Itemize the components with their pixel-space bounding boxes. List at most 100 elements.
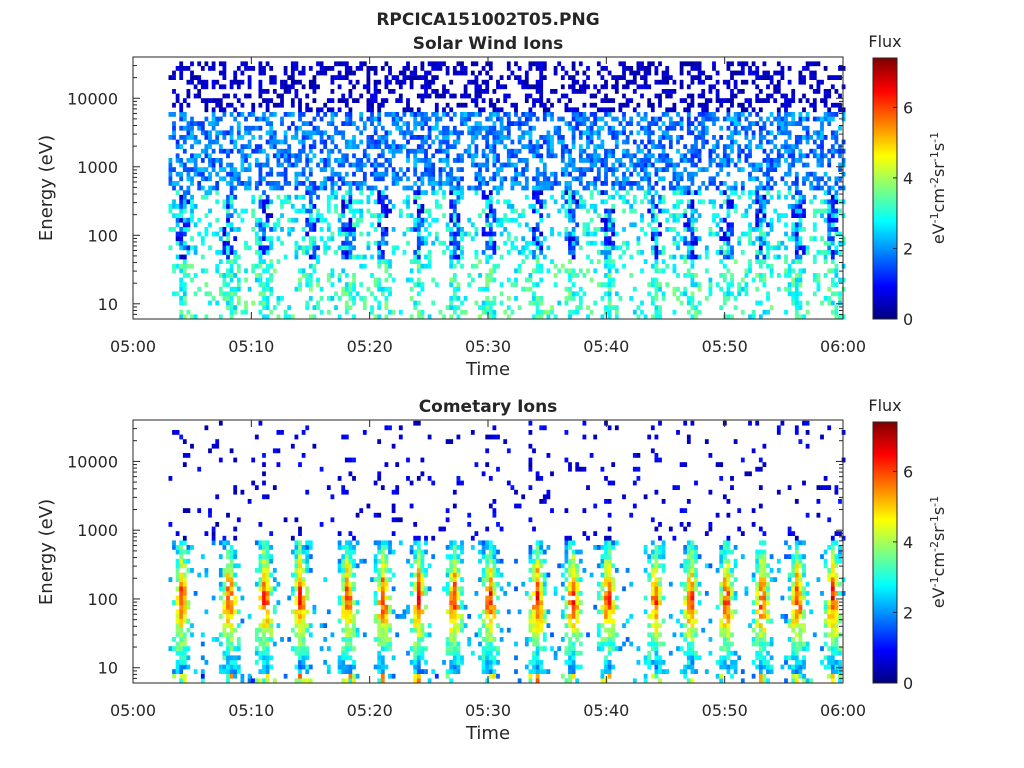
heatmap-cell xyxy=(355,185,360,191)
heatmap-cell xyxy=(262,98,266,103)
heatmap-cell xyxy=(776,158,781,163)
heatmap-cell xyxy=(326,222,331,228)
heatmap-cell xyxy=(758,204,763,209)
heatmap-cell xyxy=(254,231,259,237)
heatmap-cell xyxy=(427,231,432,237)
heatmap-cell xyxy=(175,545,180,550)
heatmap-cell xyxy=(319,185,324,191)
heatmap-cell xyxy=(222,61,227,67)
heatmap-cell xyxy=(449,185,454,191)
heatmap-cell xyxy=(218,554,223,559)
heatmap-cell xyxy=(748,171,752,177)
heatmap-cell xyxy=(308,273,313,278)
heatmap-cell xyxy=(823,153,828,159)
heatmap-cell xyxy=(798,208,803,214)
heatmap-cell xyxy=(478,259,482,264)
heatmap-cell xyxy=(514,167,518,172)
heatmap-cell xyxy=(679,236,684,241)
heatmap-cell xyxy=(175,641,180,647)
heatmap-cell xyxy=(330,194,335,200)
heatmap-cell xyxy=(488,125,493,131)
heatmap-cell xyxy=(172,135,176,140)
heatmap-cell xyxy=(308,286,313,292)
heatmap-cell xyxy=(416,250,421,255)
heatmap-cell xyxy=(380,190,385,195)
heatmap-cell xyxy=(341,231,346,237)
heatmap-cell xyxy=(485,259,490,264)
heatmap-cell xyxy=(442,93,446,99)
heatmap-cell xyxy=(632,75,637,80)
heatmap-cell xyxy=(420,208,425,214)
heatmap-cell xyxy=(532,300,536,306)
x-tick-label: 05:20 xyxy=(347,337,393,356)
heatmap-cell xyxy=(485,125,490,131)
heatmap-cell xyxy=(413,135,418,140)
heatmap-cell xyxy=(398,208,403,214)
heatmap-cell xyxy=(254,116,259,122)
heatmap-cell xyxy=(308,199,313,205)
heatmap-cell xyxy=(348,217,353,223)
heatmap-cell xyxy=(798,121,803,126)
heatmap-cell xyxy=(632,153,637,159)
heatmap-cell xyxy=(751,277,756,283)
heatmap-cell xyxy=(823,273,828,278)
heatmap-cell xyxy=(604,250,608,255)
heatmap-cell xyxy=(636,162,641,168)
heatmap-cell xyxy=(330,121,335,126)
heatmap-cell xyxy=(377,300,382,306)
heatmap-cell xyxy=(445,171,450,177)
heatmap-cell xyxy=(791,296,796,301)
heatmap-cell xyxy=(323,240,328,246)
heatmap-cell xyxy=(449,231,454,237)
heatmap-cell xyxy=(182,208,187,214)
heatmap-cell xyxy=(269,664,274,670)
heatmap-cell xyxy=(578,112,583,117)
heatmap-cell xyxy=(632,89,637,94)
heatmap-cell xyxy=(258,277,263,283)
heatmap-cell xyxy=(190,277,194,283)
heatmap-cell xyxy=(654,181,659,186)
heatmap-cell xyxy=(272,79,277,85)
heatmap-cell xyxy=(524,167,529,172)
heatmap-cell xyxy=(308,568,313,573)
heatmap-cell xyxy=(323,70,328,76)
heatmap-cell xyxy=(431,162,436,168)
heatmap-cell xyxy=(604,158,608,163)
heatmap-cell xyxy=(334,190,338,195)
x-tick-label: 05:30 xyxy=(465,337,511,356)
heatmap-cell xyxy=(805,112,810,117)
heatmap-cell xyxy=(344,75,349,80)
heatmap-cell xyxy=(211,296,216,301)
heatmap-cell xyxy=(197,181,202,186)
heatmap-cell xyxy=(485,135,490,140)
heatmap-cell xyxy=(172,70,176,76)
heatmap-cell xyxy=(427,130,432,136)
heatmap-cell xyxy=(452,93,457,99)
heatmap-cell xyxy=(377,199,382,205)
heatmap-cell xyxy=(499,116,504,122)
heatmap-cell xyxy=(478,84,482,90)
heatmap-cell xyxy=(488,98,493,103)
heatmap-cell xyxy=(424,70,428,76)
heatmap-cell xyxy=(344,282,349,287)
heatmap-cell xyxy=(654,286,659,292)
heatmap-cell xyxy=(722,250,727,255)
heatmap-cell xyxy=(402,185,407,191)
heatmap-cell xyxy=(769,139,774,145)
heatmap-cell xyxy=(413,171,418,177)
heatmap-cell xyxy=(265,637,270,642)
heatmap-cell xyxy=(611,263,616,269)
heatmap-cell xyxy=(510,70,515,76)
heatmap-cell xyxy=(542,116,547,122)
heatmap-cell xyxy=(179,609,184,615)
heatmap-cell xyxy=(830,259,835,264)
heatmap-cell xyxy=(323,217,328,223)
heatmap-cell xyxy=(492,130,497,136)
heatmap-cell xyxy=(535,236,540,241)
heatmap-cell xyxy=(240,153,245,159)
heatmap-cell xyxy=(485,70,490,76)
heatmap-cell xyxy=(208,158,212,163)
heatmap-cell xyxy=(352,236,356,241)
heatmap-cell xyxy=(308,213,313,218)
heatmap-cell xyxy=(722,236,727,241)
